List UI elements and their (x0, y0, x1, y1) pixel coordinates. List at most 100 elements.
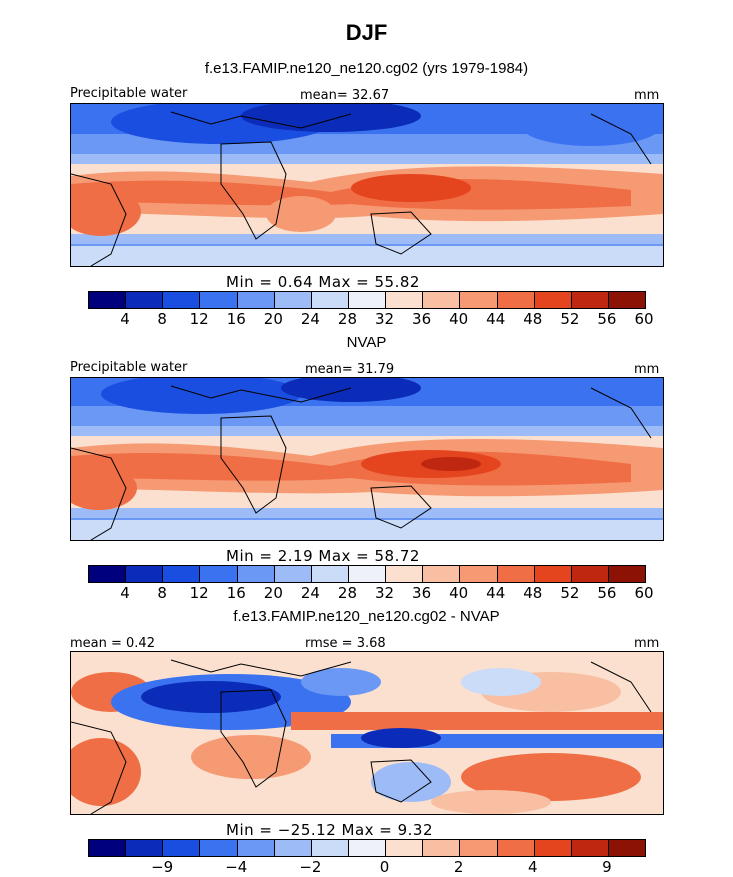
panel1-units-label: mm (634, 88, 660, 103)
colorbar-tick-label: 32 (374, 310, 395, 328)
colorbar-swatch (534, 292, 572, 308)
colorbar-tick-label: 12 (189, 310, 209, 328)
colorbar-tick-label: 2 (453, 858, 464, 876)
panel3-subtitle: f.e13.FAMIP.ne120_ne120.cg02 - NVAP (233, 608, 500, 625)
colorbar-swatch (460, 840, 498, 856)
panel1-subtitle: f.e13.FAMIP.ne120_ne120.cg02 (yrs 1979-1… (204, 60, 529, 77)
colorbar-swatch (274, 566, 312, 582)
colorbar-swatch (608, 566, 646, 582)
colorbar-tick-label: 28 (337, 584, 357, 602)
colorbar-tick-label: 60 (634, 584, 654, 602)
panel3-stats: Min = −25.12 Max = 9.32 (226, 821, 434, 839)
colorbar-tick-label: 8 (157, 310, 167, 328)
colorbar-swatch (237, 840, 275, 856)
colorbar-tick-label: 4 (528, 858, 538, 876)
panel1-variable-label: Precipitable water (70, 86, 188, 101)
colorbar-tick-label: 20 (263, 584, 283, 602)
colorbar-swatch (571, 292, 609, 308)
colorbar-tick-label: 4 (120, 310, 130, 328)
colorbar-swatch (311, 566, 349, 582)
colorbar-swatch (571, 840, 609, 856)
colorbar-swatch (348, 292, 387, 308)
colorbar-tick-label: 40 (449, 584, 469, 602)
panel3-mean-label: mean = 0.42 (70, 636, 155, 651)
colorbar-swatch (89, 566, 127, 582)
colorbar-swatch (497, 292, 535, 308)
colorbar-swatch (311, 292, 349, 308)
panel2-stats: Min = 2.19 Max = 58.72 (226, 547, 420, 565)
colorbar-swatch (163, 292, 201, 308)
colorbar-tick-label: 16 (226, 310, 246, 328)
colorbar-swatch (163, 840, 201, 856)
colorbar-tick-label: 36 (412, 310, 432, 328)
colorbar-tick-label: 8 (157, 584, 167, 602)
colorbar-tick-label: 12 (189, 584, 209, 602)
panel2-units-label: mm (634, 362, 660, 377)
colorbar-swatch (608, 292, 646, 308)
colorbar-swatch (534, 566, 572, 582)
colorbar-tick-label: 40 (449, 310, 469, 328)
panel3-rmse-label: rmse = 3.68 (305, 636, 386, 651)
colorbar-swatch (237, 292, 275, 308)
panel1-map (70, 103, 664, 267)
colorbar-swatch (386, 840, 424, 856)
colorbar-tick-label: 52 (560, 584, 580, 602)
colorbar-swatch (274, 840, 312, 856)
colorbar-swatch (200, 292, 238, 308)
colorbar-tick-label: 44 (486, 584, 506, 602)
colorbar-swatch (423, 840, 461, 856)
panel2-variable-label: Precipitable water (70, 360, 188, 375)
colorbar-swatch (348, 840, 387, 856)
colorbar-tick-label: 56 (597, 584, 617, 602)
colorbar-tick-label: 48 (523, 310, 543, 328)
colorbar-tick-label: 4 (120, 584, 130, 602)
colorbar-tick-label: −9 (151, 858, 174, 876)
colorbar-tick-label: 24 (300, 310, 320, 328)
colorbar-tick-label: 52 (560, 310, 580, 328)
colorbar-tick-label: 60 (634, 310, 654, 328)
panel2-map (70, 377, 664, 541)
panel2-mean-label: mean= 31.79 (305, 362, 395, 377)
colorbar-swatch (89, 292, 127, 308)
colorbar-swatch (200, 566, 238, 582)
colorbar-tick-label: 36 (412, 584, 432, 602)
panel3-colorbar-ticks: −9 −4 −2 0 2 4 9 (88, 858, 644, 876)
colorbar-swatch (274, 292, 312, 308)
panel3-units-label: mm (634, 636, 660, 651)
colorbar-swatch (237, 566, 275, 582)
panel1-colorbar-ticks: 4 8 12 16 20 24 28 32 36 40 44 48 52 56 60 (88, 310, 653, 328)
panel2-colorbar (88, 565, 646, 583)
colorbar-swatch (311, 840, 349, 856)
colorbar-tick-label: 32 (374, 584, 395, 602)
panel2-subtitle: NVAP (346, 334, 387, 351)
colorbar-swatch (423, 566, 461, 582)
colorbar-tick-label: 0 (379, 858, 390, 876)
colorbar-swatch (89, 840, 127, 856)
panel2-colorbar-ticks: 4 8 12 16 20 24 28 32 36 40 44 48 52 56 60 (88, 584, 653, 602)
panel3-map (70, 651, 664, 815)
colorbar-swatch (497, 566, 535, 582)
colorbar-tick-label: 56 (597, 310, 617, 328)
colorbar-swatch (163, 566, 201, 582)
colorbar-tick-label: 28 (337, 310, 357, 328)
panel1-stats: Min = 0.64 Max = 55.82 (226, 273, 420, 291)
colorbar-tick-label: 16 (226, 584, 246, 602)
colorbar-swatch (423, 292, 461, 308)
colorbar-swatch (608, 840, 646, 856)
panel3-colorbar (88, 839, 646, 857)
colorbar-swatch (200, 840, 238, 856)
colorbar-swatch (126, 840, 164, 856)
colorbar-tick-label: 20 (263, 310, 283, 328)
figure-title: DJF (345, 20, 388, 45)
colorbar-swatch (460, 566, 498, 582)
colorbar-swatch (497, 840, 535, 856)
colorbar-tick-label: 48 (523, 584, 543, 602)
colorbar-swatch (386, 292, 424, 308)
colorbar-tick-label: −2 (299, 858, 322, 876)
colorbar-swatch (348, 566, 387, 582)
colorbar-tick-label: 9 (602, 858, 612, 876)
colorbar-tick-label: 44 (486, 310, 506, 328)
colorbar-tick-label: −4 (225, 858, 248, 876)
colorbar-swatch (571, 566, 609, 582)
colorbar-tick-label: 24 (300, 584, 320, 602)
